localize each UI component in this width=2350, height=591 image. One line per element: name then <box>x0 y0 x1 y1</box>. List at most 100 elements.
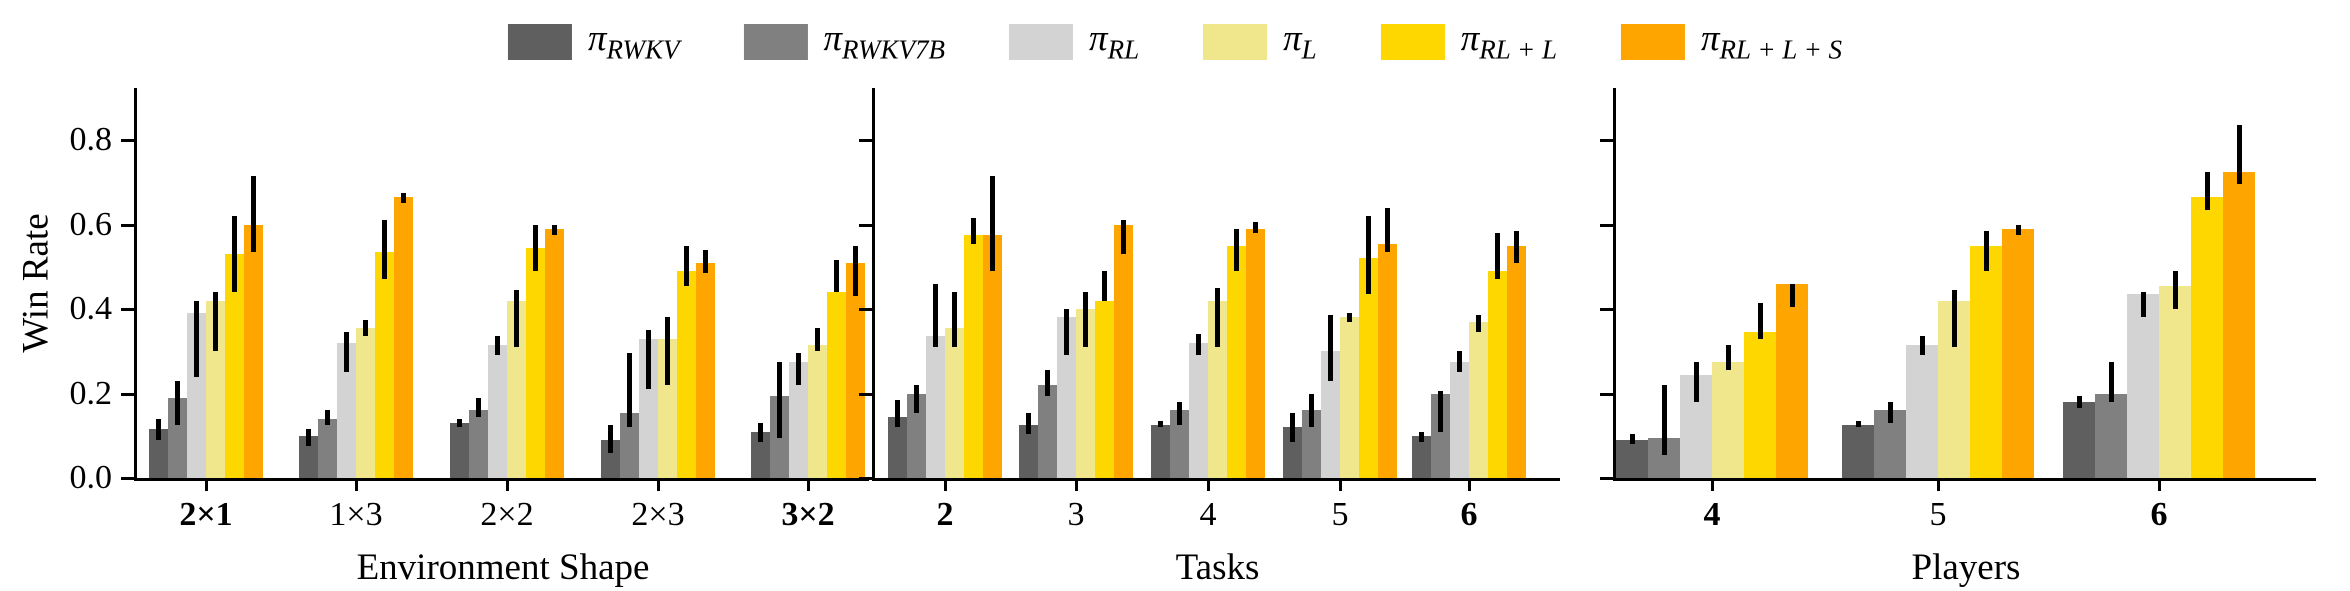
y-tick <box>859 477 872 480</box>
bar-RWKV7B-6 <box>1431 393 1450 478</box>
y-tick <box>859 139 872 142</box>
error-bar <box>2015 224 2021 236</box>
error-bar <box>1328 315 1333 381</box>
y-tick <box>121 477 134 480</box>
y-tick-label: 0.0 <box>69 459 113 496</box>
x-tick <box>1467 478 1471 491</box>
bar-RL-6 <box>1450 361 1469 478</box>
error-bar <box>1083 292 1088 348</box>
bar-RWKV-5 <box>1283 427 1302 478</box>
y-tick-label: 0.8 <box>69 121 113 158</box>
bar-RL-2×3 <box>639 338 658 478</box>
error-bar <box>401 192 406 204</box>
error-bar <box>2140 292 2146 318</box>
bar-RL+L-2×1 <box>225 254 244 478</box>
error-bar <box>1887 401 1893 424</box>
error-bar <box>344 332 349 373</box>
bar-RWKV-2×1 <box>149 429 168 478</box>
bar-L-6 <box>2159 285 2191 478</box>
error-bar <box>1158 420 1163 428</box>
bar-L-5 <box>1340 317 1359 478</box>
error-bar <box>895 399 900 428</box>
bar-RL+L+S-6 <box>1507 245 1526 478</box>
error-bar <box>1983 230 1989 271</box>
bar-RWKV7B-1×3 <box>318 418 337 478</box>
error-bar <box>457 418 462 428</box>
y-tick <box>1600 308 1613 311</box>
bar-RL+L-6 <box>2191 197 2223 478</box>
y-tick <box>121 223 134 227</box>
error-bar <box>777 361 782 438</box>
x-tick <box>1206 478 1210 491</box>
bar-RL+L+S-2 <box>983 235 1002 478</box>
bar-RWKV7B-2×2 <box>469 410 488 478</box>
x-axis-title: Environment Shape <box>356 547 650 588</box>
x-tick-label: 6 <box>2150 496 2168 533</box>
bar-RL-2×2 <box>488 344 507 478</box>
error-bar <box>1629 433 1635 445</box>
error-bar <box>952 292 957 348</box>
x-tick-label: 5 <box>1331 496 1349 533</box>
bar-RL+L+S-2×2 <box>545 228 564 478</box>
bar-RL+L-1×3 <box>375 251 394 478</box>
legend-swatch-icon <box>1380 23 1445 60</box>
x-tick-label: 3×2 <box>781 496 835 533</box>
bar-RWKV7B-6 <box>2095 393 2127 478</box>
bar-RL+L+S-3×2 <box>846 262 865 478</box>
error-bar <box>194 300 199 377</box>
error-bar <box>2172 270 2178 309</box>
bar-RL-1×3 <box>337 342 356 478</box>
bar-RWKV-1×3 <box>299 435 318 478</box>
error-bar <box>834 260 839 293</box>
error-bar <box>1661 385 1667 455</box>
bar-RWKV-2×2 <box>450 423 469 478</box>
bar-RL+L-3 <box>1095 300 1114 478</box>
x-tick-label: 1×3 <box>329 496 383 533</box>
bar-RWKV7B-3 <box>1038 385 1057 478</box>
error-bar <box>646 330 651 390</box>
x-tick <box>1338 478 1342 491</box>
bar-RL+L+S-5 <box>2002 228 2034 478</box>
error-bar <box>251 175 256 252</box>
bar-RWKV-3×2 <box>751 431 770 478</box>
error-bar <box>665 317 670 386</box>
legend-item-RL+L+S: πRL + L + S <box>1621 20 1842 63</box>
bar-RL-2×1 <box>187 313 206 478</box>
bar-RL+L-6 <box>1488 270 1507 478</box>
error-bar <box>758 423 763 443</box>
bar-RWKV-5 <box>1842 425 1874 478</box>
bar-RWKV-6 <box>1412 435 1431 478</box>
bar-RL+L-2 <box>964 235 983 478</box>
error-bar <box>1309 393 1314 428</box>
legend-item-RL: πRL <box>1009 20 1139 63</box>
x-axis-title: Tasks <box>1175 547 1260 588</box>
legend-swatch-icon <box>1621 23 1685 60</box>
error-bar <box>306 429 311 447</box>
bar-RL-6 <box>2127 294 2159 478</box>
error-bar <box>476 397 481 417</box>
error-bar <box>1064 309 1069 356</box>
error-bar <box>1438 391 1443 432</box>
error-bar <box>1102 270 1107 301</box>
x-tick-label: 2×2 <box>480 496 534 533</box>
x-tick <box>1710 478 1714 491</box>
bar-RL+L-2×3 <box>677 270 696 478</box>
x-tick <box>505 478 509 491</box>
error-bar <box>552 224 557 236</box>
bar-RWKV7B-4 <box>1170 410 1189 478</box>
bar-RL+L-5 <box>1359 258 1378 478</box>
y-tick-label: 0.6 <box>69 205 113 243</box>
bar-RL-2 <box>926 336 945 478</box>
x-tick-label: 2×1 <box>179 496 233 533</box>
bar-L-6 <box>1469 321 1488 478</box>
y-tick-label: 0.4 <box>69 290 113 327</box>
bar-L-4 <box>1208 300 1227 478</box>
legend-swatch-icon <box>1203 23 1268 60</box>
error-bar <box>325 410 330 426</box>
error-bar <box>1177 401 1182 426</box>
y-tick <box>121 392 134 396</box>
error-bar <box>1385 207 1390 252</box>
y-tick <box>121 139 134 142</box>
x-tick <box>1074 478 1078 491</box>
error-bar <box>1514 230 1519 263</box>
